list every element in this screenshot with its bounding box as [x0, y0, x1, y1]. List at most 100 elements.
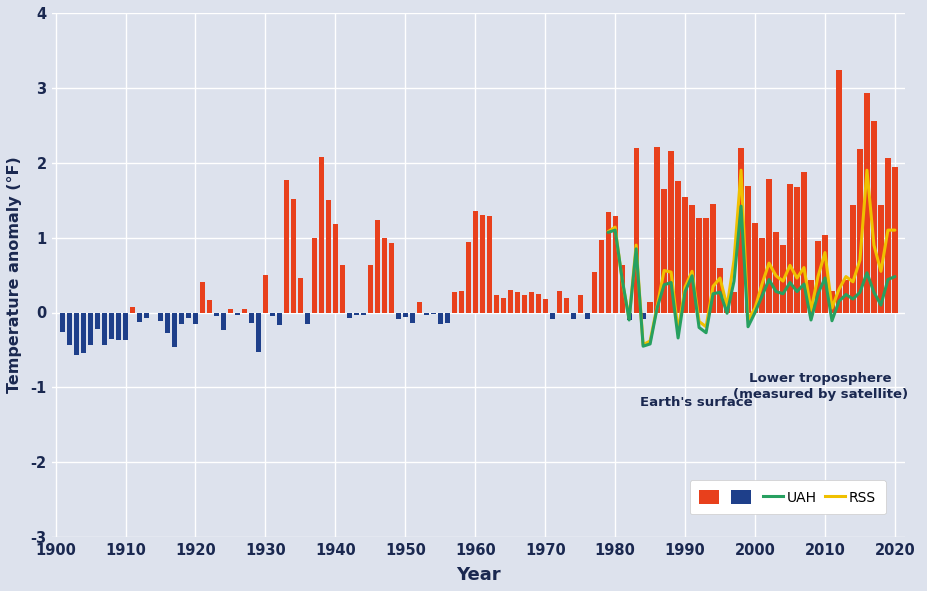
Bar: [235, 313, 240, 315]
Bar: [193, 313, 197, 324]
Bar: [248, 313, 254, 323]
Y-axis label: Temperature anomaly (°F): Temperature anomaly (°F): [6, 157, 22, 394]
Bar: [367, 265, 373, 313]
Bar: [507, 290, 513, 313]
Bar: [438, 313, 442, 324]
Bar: [388, 243, 394, 313]
Bar: [710, 204, 715, 313]
Bar: [171, 313, 177, 347]
Bar: [794, 187, 799, 313]
Bar: [276, 313, 282, 325]
Bar: [870, 121, 876, 313]
Bar: [626, 313, 631, 320]
Bar: [521, 296, 527, 313]
Bar: [381, 238, 387, 313]
Bar: [95, 313, 100, 329]
Bar: [199, 282, 205, 313]
Bar: [535, 294, 540, 313]
Bar: [744, 186, 750, 313]
Bar: [395, 313, 400, 319]
Bar: [361, 313, 365, 315]
Bar: [284, 180, 288, 313]
Bar: [185, 313, 191, 319]
Legend: , , UAH, RSS: , , UAH, RSS: [689, 480, 884, 515]
Bar: [689, 204, 694, 313]
Bar: [556, 291, 561, 313]
Bar: [88, 313, 93, 346]
Bar: [137, 313, 142, 322]
Bar: [347, 313, 351, 318]
Bar: [590, 272, 596, 313]
Bar: [493, 296, 499, 313]
Bar: [375, 220, 379, 313]
Bar: [353, 313, 359, 316]
Bar: [213, 313, 219, 316]
Bar: [318, 157, 324, 313]
Bar: [857, 150, 861, 313]
Bar: [472, 210, 477, 313]
Text: Earth's surface: Earth's surface: [640, 396, 752, 409]
Bar: [605, 212, 610, 313]
Bar: [465, 242, 470, 313]
Bar: [409, 313, 414, 323]
Bar: [158, 313, 163, 322]
Bar: [647, 302, 652, 313]
Bar: [339, 265, 345, 313]
Bar: [752, 223, 756, 313]
Bar: [270, 313, 274, 316]
Bar: [74, 313, 79, 355]
Bar: [542, 299, 547, 313]
Bar: [298, 278, 303, 313]
Bar: [619, 265, 624, 313]
Bar: [570, 313, 575, 319]
Bar: [667, 151, 673, 313]
Bar: [807, 280, 813, 313]
Bar: [207, 300, 212, 313]
Bar: [67, 313, 72, 346]
Bar: [724, 304, 729, 313]
Bar: [122, 313, 128, 340]
Bar: [884, 158, 890, 313]
Bar: [325, 200, 331, 313]
Bar: [528, 293, 533, 313]
Bar: [640, 313, 645, 319]
Bar: [102, 313, 107, 345]
Bar: [863, 93, 869, 313]
Bar: [165, 313, 170, 333]
Bar: [242, 309, 247, 313]
Bar: [758, 238, 764, 313]
Bar: [514, 291, 519, 313]
Bar: [877, 204, 883, 313]
Bar: [786, 184, 792, 313]
Bar: [849, 204, 855, 313]
Bar: [290, 199, 296, 313]
Bar: [451, 293, 456, 313]
Bar: [116, 313, 121, 340]
Bar: [681, 197, 687, 313]
Bar: [633, 148, 638, 313]
Bar: [695, 218, 701, 313]
Bar: [262, 275, 268, 313]
Bar: [675, 181, 680, 313]
X-axis label: Year: Year: [456, 566, 501, 584]
Bar: [766, 179, 771, 313]
Bar: [60, 313, 65, 332]
Bar: [424, 313, 428, 316]
Bar: [738, 148, 743, 313]
Bar: [577, 294, 582, 313]
Bar: [81, 313, 86, 353]
Bar: [179, 313, 184, 324]
Bar: [772, 232, 778, 313]
Bar: [661, 189, 666, 313]
Bar: [416, 302, 422, 313]
Bar: [144, 313, 149, 318]
Bar: [892, 167, 896, 313]
Text: Lower troposphere
(measured by satellite): Lower troposphere (measured by satellite…: [731, 372, 907, 401]
Bar: [479, 215, 484, 313]
Bar: [256, 313, 260, 352]
Bar: [500, 297, 505, 313]
Bar: [402, 313, 408, 317]
Bar: [108, 313, 114, 339]
Bar: [486, 216, 491, 313]
Bar: [458, 291, 464, 313]
